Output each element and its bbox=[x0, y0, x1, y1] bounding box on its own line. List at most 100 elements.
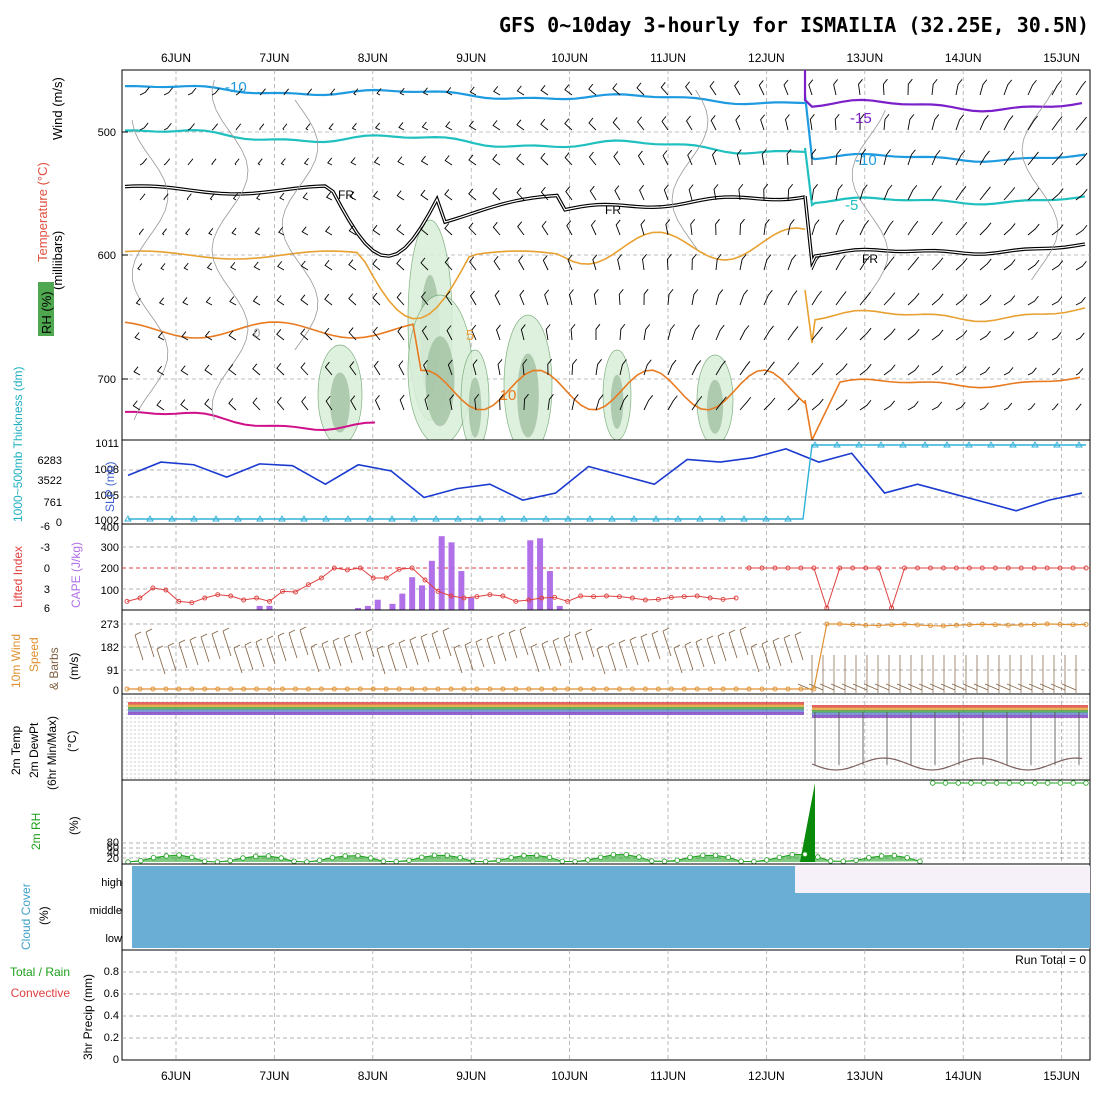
wind-barb bbox=[231, 227, 237, 236]
li-marker bbox=[331, 565, 337, 571]
wind-barb bbox=[252, 363, 261, 376]
surface-barb bbox=[772, 637, 782, 667]
rh2m-marker bbox=[623, 851, 629, 858]
day-label-top: 9JUN bbox=[456, 51, 486, 65]
li-marker bbox=[720, 596, 726, 602]
precip-grid bbox=[122, 950, 1090, 1060]
day-labels-top: 6JUN 7JUN 8JUN 9JUN 10JUN 11JUN 12JUN 13JUN 14JU… bbox=[161, 51, 1080, 65]
li-marker bbox=[344, 567, 350, 573]
precip-ticks: 0.8 0.6 0.4 0.2 0 bbox=[104, 966, 119, 1066]
wind-barb bbox=[691, 360, 702, 376]
wind-barb bbox=[187, 123, 195, 131]
li-marker bbox=[513, 598, 519, 604]
wind-barb bbox=[330, 88, 336, 96]
wind-barb bbox=[351, 122, 357, 131]
wind-barb bbox=[424, 394, 430, 411]
wind-barb bbox=[1075, 403, 1082, 411]
day-label-bottom: 14JUN bbox=[945, 1069, 982, 1083]
day-label-top: 7JUN bbox=[259, 51, 289, 65]
wind-barb bbox=[350, 157, 357, 166]
wind-barb bbox=[667, 395, 678, 411]
li-marker bbox=[565, 598, 571, 604]
thickness-marker bbox=[1053, 441, 1061, 448]
wind-barb bbox=[835, 255, 846, 271]
wind-marker bbox=[305, 686, 311, 692]
thickness-marker bbox=[476, 515, 484, 522]
rh2m-marker bbox=[661, 858, 668, 865]
wind-barb bbox=[494, 290, 501, 306]
rh2m-marker bbox=[751, 858, 757, 865]
wind-barb bbox=[811, 254, 821, 271]
rh2m-marker bbox=[367, 855, 374, 861]
wind-marker bbox=[1031, 622, 1037, 627]
contour-p5-right bbox=[804, 289, 1086, 344]
wind-barb bbox=[444, 223, 453, 236]
surface-barb bbox=[794, 631, 804, 661]
li-marker bbox=[526, 597, 532, 603]
surface-barb bbox=[929, 655, 945, 693]
wind-barb bbox=[325, 191, 333, 201]
wind-barb bbox=[398, 122, 405, 131]
rh-tick: 40 bbox=[107, 847, 119, 859]
wind-marker bbox=[902, 621, 908, 627]
rh2m-marker bbox=[917, 858, 923, 865]
wind-barb bbox=[690, 218, 696, 236]
wind-barb bbox=[570, 323, 576, 341]
wind-barb bbox=[376, 88, 382, 96]
li-line-b bbox=[749, 567, 1086, 610]
temp-label: Temperature (°C) bbox=[35, 162, 50, 262]
thickness-marker bbox=[1009, 441, 1017, 448]
slp-series bbox=[124, 441, 1086, 522]
temperature-contours bbox=[124, 70, 1086, 443]
wind-barb bbox=[421, 121, 429, 131]
wind-barb bbox=[565, 186, 573, 201]
li-marker bbox=[448, 593, 454, 599]
cape-tick: 300 bbox=[101, 542, 119, 554]
wind-barb bbox=[1027, 79, 1037, 96]
wind-barb bbox=[835, 399, 848, 411]
li-marker bbox=[1018, 565, 1024, 571]
wind-barb bbox=[156, 399, 165, 411]
wind-barb bbox=[691, 324, 700, 341]
surface-barb bbox=[706, 635, 716, 665]
wind-barb bbox=[1051, 332, 1062, 341]
wind-barb bbox=[541, 220, 549, 236]
li-marker bbox=[811, 565, 817, 571]
thickness-marker bbox=[630, 515, 638, 522]
li-marker bbox=[746, 565, 752, 571]
rh2m-marker bbox=[559, 858, 565, 865]
day-label-bottom: 15JUN bbox=[1043, 1069, 1080, 1083]
contour-label: FR bbox=[862, 252, 878, 266]
wind-barb bbox=[516, 153, 525, 166]
slp-grid bbox=[122, 440, 1090, 524]
wind-marker bbox=[1057, 621, 1063, 627]
wind-barb bbox=[715, 324, 725, 341]
day-label-bottom: 7JUN bbox=[259, 1069, 289, 1083]
wind-barb bbox=[211, 158, 217, 166]
wind-barb bbox=[423, 359, 429, 376]
wind-barb bbox=[300, 362, 309, 376]
contour-m10-right bbox=[803, 94, 1086, 163]
rh-blob-core bbox=[468, 377, 482, 438]
wind-barb bbox=[396, 292, 405, 306]
wind-barb bbox=[1051, 80, 1062, 96]
wind-barb bbox=[639, 184, 645, 201]
wind-barb bbox=[588, 83, 597, 96]
wind-barb bbox=[259, 88, 266, 96]
wind-barb bbox=[883, 184, 893, 201]
rh2m-marker bbox=[853, 857, 859, 864]
contour-label: -5 bbox=[845, 197, 858, 214]
rh2m-marker bbox=[176, 852, 182, 858]
surface-barb bbox=[409, 636, 419, 666]
surface-barb bbox=[530, 643, 540, 673]
wind-barb bbox=[571, 394, 579, 411]
surface-barb bbox=[1028, 655, 1044, 693]
surface-barb bbox=[728, 629, 738, 659]
thickness-marker bbox=[674, 515, 682, 522]
wind-barb bbox=[931, 401, 943, 411]
wind-barb bbox=[617, 254, 623, 271]
wind-barb bbox=[685, 115, 693, 131]
wind-barb bbox=[1027, 151, 1039, 166]
temp-panel: 2m Temp 2m DewPt (6hr Min/Max) (°C) bbox=[9, 693, 1091, 790]
wind-barb bbox=[667, 324, 675, 341]
